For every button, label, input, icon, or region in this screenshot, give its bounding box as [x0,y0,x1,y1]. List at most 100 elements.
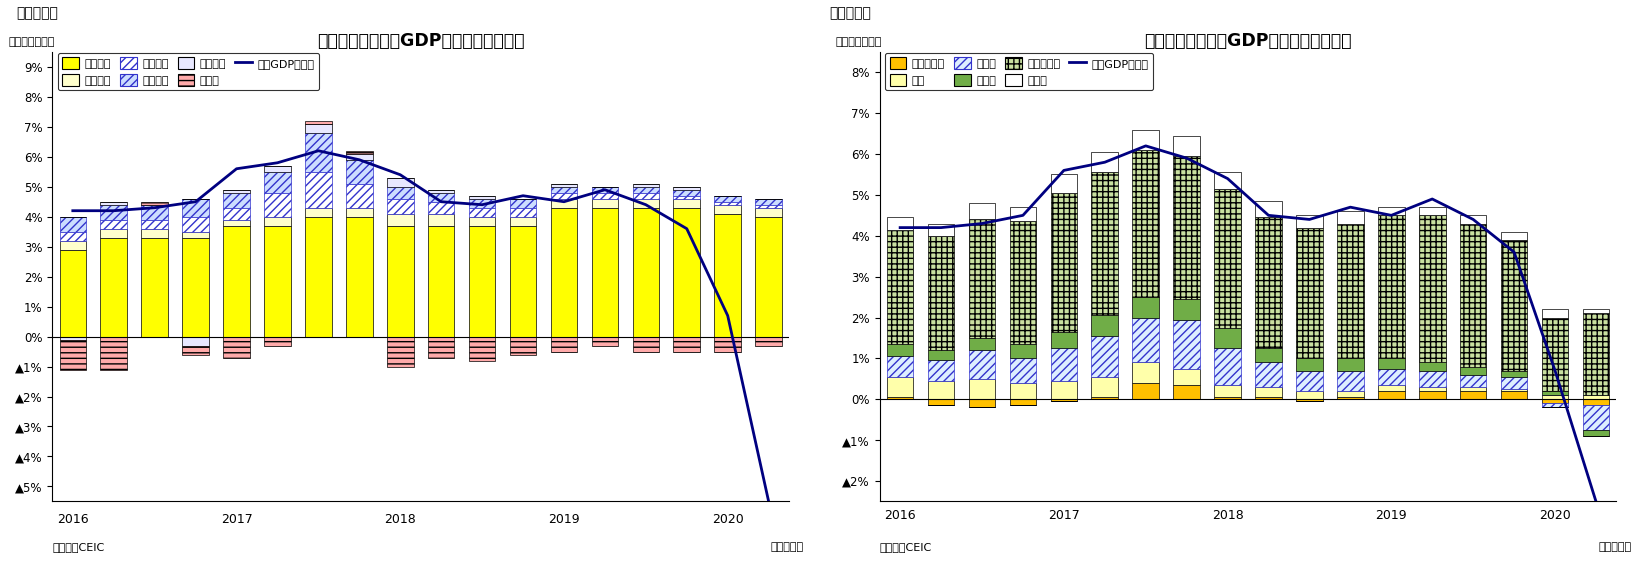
Bar [468,199,496,208]
Bar [347,160,373,184]
Bar [468,217,496,225]
Bar [1132,383,1158,399]
Bar [100,202,127,205]
Bar [591,199,618,208]
Bar [141,238,168,336]
Bar [1255,201,1282,217]
Bar [1173,299,1199,320]
Bar [1420,370,1446,387]
Bar [887,229,914,344]
Bar [1050,175,1078,193]
Bar [756,217,782,336]
Bar [887,344,914,356]
Bar [1132,362,1158,383]
Bar [1461,387,1487,391]
Bar [1296,358,1323,370]
Bar [1582,405,1608,430]
Bar [265,225,291,336]
Bar [928,361,955,381]
Bar [223,225,250,336]
Bar [969,379,996,399]
Text: 2017: 2017 [1048,509,1079,522]
Title: マレーシアの実質GDP成長率（需要側）: マレーシアの実質GDP成長率（需要側） [317,32,524,50]
Bar [1541,403,1569,407]
Bar [1255,362,1282,387]
Text: 2018: 2018 [384,513,416,527]
Bar [100,336,127,369]
Text: 2018: 2018 [1211,509,1244,522]
Bar [468,336,496,361]
Bar [1420,207,1446,216]
Text: 2017: 2017 [220,513,253,527]
Bar [427,225,455,336]
Bar [223,208,250,220]
Bar [550,184,577,187]
Bar [887,377,914,397]
Bar [59,336,85,339]
Bar [388,178,414,187]
Bar [182,346,209,354]
Text: （前年同期比）: （前年同期比） [836,38,882,47]
Bar [887,217,914,229]
Bar [427,190,455,192]
Bar [1050,348,1078,381]
Bar [969,220,996,338]
Bar [1091,316,1119,336]
Bar [756,208,782,217]
Bar [265,172,291,192]
Bar [633,336,659,351]
Bar [756,205,782,208]
Bar [265,192,291,217]
Bar [1541,317,1569,391]
Bar [1091,336,1119,377]
Bar [550,187,577,192]
Bar [1010,399,1037,405]
Bar [1132,317,1158,362]
Bar [1420,362,1446,370]
Bar [1050,399,1078,401]
Bar [182,238,209,336]
Bar [1010,358,1037,383]
Bar [1050,332,1078,348]
Bar [59,240,85,250]
Bar [633,208,659,336]
Bar [633,187,659,192]
Text: （資料）CEIC: （資料）CEIC [53,542,105,552]
Bar [468,196,496,199]
Bar [756,336,782,346]
Bar [1296,228,1323,358]
Bar [969,350,996,379]
Legend: 農林水産業, 鉱業, 製造業, 建設業, サービス業, その他, 実質GDP成長率: 農林水産業, 鉱業, 製造業, 建設業, サービス業, その他, 実質GDP成長… [886,53,1153,90]
Bar [1541,309,1569,317]
Bar [1173,385,1199,399]
Text: 2016: 2016 [58,513,89,527]
Bar [591,192,618,199]
Bar [182,232,209,238]
Bar [1420,391,1446,399]
Bar [1010,383,1037,399]
Bar [427,202,455,214]
Bar [1582,399,1608,405]
Bar [388,336,414,366]
Bar [223,190,250,192]
Bar [1582,395,1608,399]
Bar [1296,399,1323,401]
Bar [141,229,168,238]
Bar [1091,397,1119,399]
Bar [1173,369,1199,385]
Text: 2019: 2019 [1375,509,1406,522]
Bar [100,229,127,238]
Bar [550,208,577,336]
Bar [1214,328,1240,348]
Bar [1582,313,1608,395]
Bar [468,208,496,217]
Text: （前年同期比）: （前年同期比） [8,38,54,47]
Bar [1173,136,1199,156]
Bar [633,199,659,208]
Bar [306,172,332,208]
Bar [1337,358,1364,370]
Bar [715,205,741,214]
Bar [887,397,914,399]
Bar [1500,391,1528,399]
Bar [509,217,536,225]
